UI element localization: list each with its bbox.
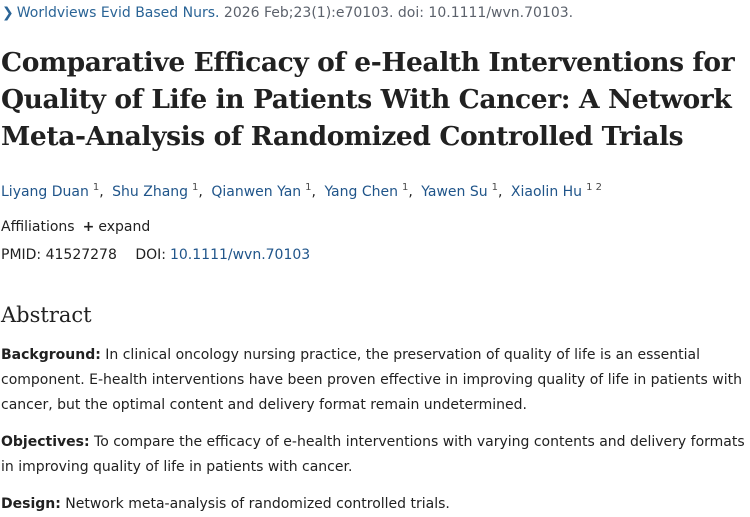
article-page: ❯ Worldviews Evid Based Nurs. 2026 Feb;23… [1,4,746,512]
plus-icon: + [82,219,95,235]
chevron-right-icon[interactable]: ❯ [2,5,14,21]
background-text: In clinical oncology nursing practice, t… [1,347,742,413]
design-text: Network meta-analysis of randomized cont… [65,496,450,512]
affiliation-ref[interactable]: 1 [491,182,499,193]
affiliation-ref[interactable]: 1 [92,182,100,193]
citation-line: ❯ Worldviews Evid Based Nurs. 2026 Feb;23… [2,4,573,22]
objectives-label: Objectives: [1,434,90,450]
author-link[interactable]: Qianwen Yan [211,184,302,200]
abstract-background: Background: In clinical oncology nursing… [1,343,746,418]
affiliation-ref[interactable]: 1 [402,182,409,193]
article-title: Comparative Efficacy of e-Health Interve… [1,47,735,152]
citation-details: 2026 Feb;23(1):e70103. doi: 10.1111/wvn.… [223,5,574,21]
identifiers: PMID: 41527278 DOI: 10.1111/wvn.70103 [1,245,310,265]
background-label: Background: [1,347,101,363]
design-label: Design: [1,496,61,512]
affiliations-toggle[interactable]: Affiliations + expand [1,217,150,237]
pmid-value: 41527278 [45,247,117,263]
abstract-design: Design: Network meta-analysis of randomi… [1,492,746,517]
author-link[interactable]: Yawen Su [421,184,488,200]
author-link[interactable]: Xiaolin Hu [510,184,583,200]
author-link[interactable]: Liyang Duan [1,184,89,200]
affiliation-ref[interactable]: 1 [305,182,312,193]
journal-link[interactable]: Worldviews Evid Based Nurs. [16,5,220,21]
pmid-label: PMID: [1,247,42,263]
author-list: Liyang Duan 1, Shu Zhang 1, Qianwen Yan 1, … [1,182,602,200]
expand-label[interactable]: expand [98,219,151,235]
abstract-heading: Abstract [1,303,92,327]
affiliations-label: Affiliations [1,219,75,235]
doi-label: DOI: [135,247,166,263]
author-link[interactable]: Shu Zhang [112,184,189,200]
affiliation-ref[interactable]: 1 [192,182,199,193]
objectives-text: To compare the efficacy of e-health inte… [1,434,745,475]
author-link[interactable]: Yang Chen [324,184,398,200]
affiliation-ref[interactable]: 1 2 [586,182,602,193]
abstract-objectives: Objectives: To compare the efficacy of e… [1,430,746,480]
doi-link[interactable]: 10.1111/wvn.70103 [169,247,311,263]
